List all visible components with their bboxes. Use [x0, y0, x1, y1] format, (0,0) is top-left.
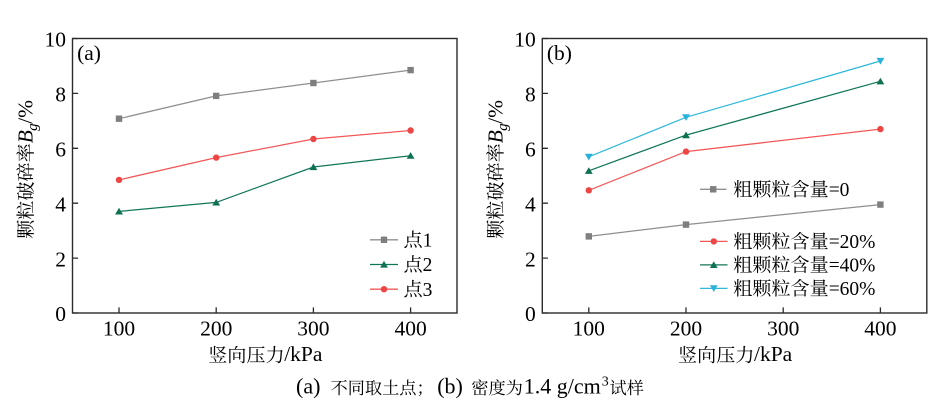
svg-text:2: 2 — [423, 255, 433, 276]
svg-text:200: 200 — [670, 317, 702, 341]
svg-text:100: 100 — [573, 317, 605, 341]
svg-text:200: 200 — [200, 317, 232, 341]
svg-text:/%: /% — [483, 100, 507, 124]
svg-text:=40%: =40% — [829, 256, 876, 277]
svg-text:3: 3 — [602, 374, 609, 389]
svg-text:g: g — [25, 123, 41, 131]
svg-text:(a): (a) — [296, 373, 320, 398]
svg-text:=20%: =20% — [829, 232, 876, 253]
svg-text:400: 400 — [394, 317, 426, 341]
svg-text:1.4 g/cm: 1.4 g/cm — [524, 373, 601, 398]
svg-text:400: 400 — [864, 317, 896, 341]
svg-text:2: 2 — [55, 247, 66, 271]
svg-text:(a): (a) — [77, 41, 101, 65]
svg-text:=60%: =60% — [829, 279, 876, 300]
svg-text:1: 1 — [423, 231, 433, 252]
svg-text:/kPa: /kPa — [284, 342, 323, 366]
svg-text:0: 0 — [55, 302, 66, 326]
svg-text:/%: /% — [14, 100, 38, 124]
svg-text:300: 300 — [297, 317, 329, 341]
svg-text:8: 8 — [525, 83, 536, 107]
svg-text:B: B — [14, 130, 38, 143]
svg-text:(b): (b) — [547, 41, 572, 65]
svg-text:0: 0 — [525, 302, 536, 326]
svg-text:B: B — [483, 130, 507, 143]
svg-text:6: 6 — [55, 138, 66, 162]
svg-text:2: 2 — [525, 247, 536, 271]
svg-text:/kPa: /kPa — [754, 342, 793, 366]
svg-text:4: 4 — [55, 192, 66, 216]
svg-text:4: 4 — [525, 192, 536, 216]
svg-text:10: 10 — [514, 28, 536, 52]
svg-text:100: 100 — [103, 317, 135, 341]
svg-text:(b): (b) — [437, 373, 463, 398]
svg-text:300: 300 — [767, 317, 799, 341]
svg-text:g: g — [495, 123, 511, 131]
svg-text:8: 8 — [55, 83, 66, 107]
svg-text:10: 10 — [45, 28, 67, 52]
svg-text:=0: =0 — [829, 180, 850, 201]
svg-text:6: 6 — [525, 138, 536, 162]
svg-text:3: 3 — [423, 280, 433, 301]
